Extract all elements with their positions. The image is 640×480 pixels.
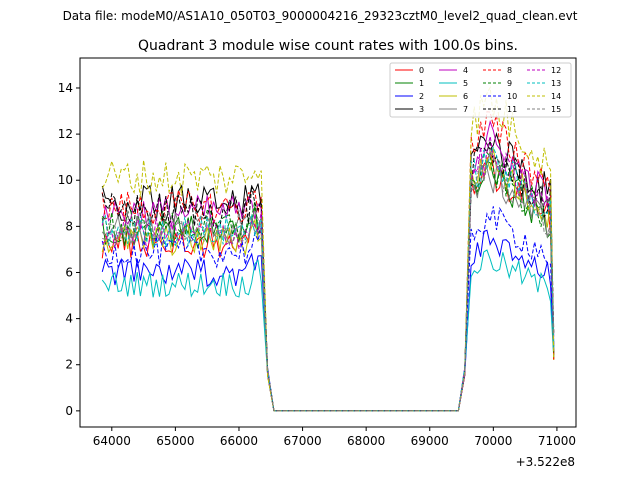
x-tick-label: 70000 <box>474 434 512 448</box>
legend-label-4: 4 <box>463 66 468 75</box>
series-line-7 <box>102 164 555 412</box>
legend-label-12: 12 <box>551 66 561 75</box>
x-tick-label: 71000 <box>538 434 576 448</box>
series-line-13 <box>101 146 555 412</box>
data-file-label: Data file: modeM0/AS1A10_050T03_90000042… <box>63 9 578 23</box>
series-line-1 <box>101 160 555 412</box>
axes-layer: 64000 65000 66000 67000 68000 69000 70000 71000… <box>58 81 576 448</box>
y-tick-label: 12 <box>58 127 73 141</box>
y-tick-label: 10 <box>58 173 73 187</box>
x-tick-label: 64000 <box>93 434 131 448</box>
legend-label-11: 11 <box>507 105 517 114</box>
plot-frame <box>79 57 577 428</box>
legend-label-13: 13 <box>551 79 561 88</box>
series-line-14 <box>101 85 555 412</box>
x-tick-label: 65000 <box>156 434 194 448</box>
y-tick-label: 6 <box>65 265 73 279</box>
series-line-4 <box>101 119 555 412</box>
x-offset-label: +3.522e8 <box>516 455 575 469</box>
legend-label-5: 5 <box>463 79 468 88</box>
legend-label-14: 14 <box>551 92 561 101</box>
y-tick-label: 2 <box>65 358 73 372</box>
series-line-12 <box>102 136 555 412</box>
legend-label-0: 0 <box>419 66 424 75</box>
legend-label-6: 6 <box>463 92 468 101</box>
x-tick-label: 66000 <box>220 434 258 448</box>
legend-label-2: 2 <box>419 92 424 101</box>
series-line-5 <box>101 249 555 412</box>
legend-label-9: 9 <box>507 79 512 88</box>
series-line-9 <box>101 151 555 412</box>
y-tick-label: 4 <box>65 312 73 326</box>
series-line-8 <box>101 111 555 412</box>
legend-label-1: 1 <box>419 79 424 88</box>
legend-label-8: 8 <box>507 66 512 75</box>
series-line-2 <box>101 229 555 412</box>
x-tick-label: 67000 <box>283 434 321 448</box>
legend-frame <box>389 62 572 118</box>
y-tick-label: 8 <box>65 219 73 233</box>
chart-title: Quadrant 3 module wise count rates with … <box>138 38 518 54</box>
x-tick-label: 68000 <box>347 434 385 448</box>
legend-label-10: 10 <box>507 92 517 101</box>
y-tick-label: 0 <box>65 404 73 418</box>
series-line-15 <box>101 148 555 412</box>
series-line-0 <box>101 150 555 412</box>
legend-label-7: 7 <box>463 105 468 114</box>
series-layer <box>101 85 555 412</box>
legend-label-3: 3 <box>419 105 424 114</box>
x-tick-label: 69000 <box>411 434 449 448</box>
y-tick-label: 14 <box>58 81 73 95</box>
legend-label-15: 15 <box>551 105 561 114</box>
series-line-11 <box>101 140 555 412</box>
series-line-10 <box>101 206 555 412</box>
